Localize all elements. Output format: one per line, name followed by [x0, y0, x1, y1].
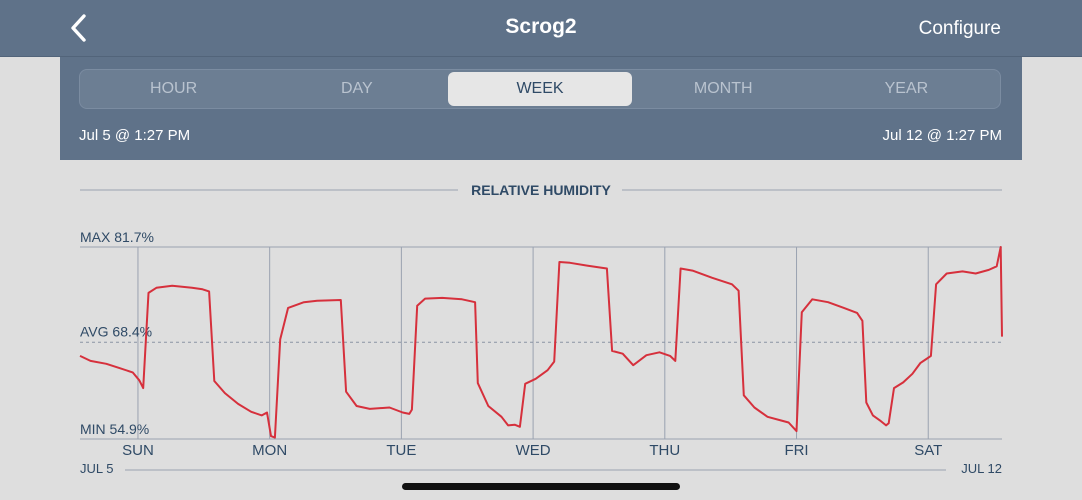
- date-end: JUL 12: [961, 461, 1002, 476]
- range-panel: HOUR DAY WEEK MONTH YEAR Jul 5 @ 1:27 PM…: [60, 57, 1022, 160]
- nav-bar: Scrog2 Configure: [0, 0, 1082, 57]
- min-label: MIN 54.9%: [80, 421, 149, 437]
- day-tick-label: TUE: [386, 442, 416, 459]
- chart-title: RELATIVE HUMIDITY: [471, 182, 611, 198]
- day-tick-label: THU: [649, 442, 680, 459]
- range-end: Jul 12 @ 1:27 PM: [882, 127, 1002, 144]
- tab-day[interactable]: DAY: [340, 80, 373, 97]
- home-indicator: [402, 483, 680, 490]
- range-start: Jul 5 @ 1:27 PM: [79, 127, 191, 144]
- day-tick-label: SUN: [122, 442, 154, 459]
- configure-button[interactable]: Configure: [918, 18, 1001, 39]
- chart-svg: RELATIVE HUMIDITY MAX 81.7% AVG 68.4% MI…: [79, 182, 1003, 476]
- tab-year[interactable]: YEAR: [884, 80, 929, 97]
- grid: [137, 247, 929, 439]
- humidity-line: [79, 246, 1003, 439]
- tab-hour[interactable]: HOUR: [150, 80, 198, 97]
- max-label: MAX 81.7%: [80, 229, 154, 245]
- day-tick-labels: SUN MON TUE WED THU FRI SAT: [122, 442, 942, 459]
- page-title: Scrog2: [505, 15, 577, 38]
- day-tick-label: MON: [252, 442, 287, 459]
- day-tick-label: WED: [516, 442, 551, 459]
- avg-label: AVG 68.4%: [80, 323, 152, 339]
- time-range-tabs: HOUR DAY WEEK MONTH YEAR: [79, 69, 1001, 109]
- day-tick-label: FRI: [784, 442, 808, 459]
- tab-month[interactable]: MONTH: [693, 80, 753, 97]
- date-start: JUL 5: [80, 461, 113, 476]
- day-tick-label: SAT: [914, 442, 942, 459]
- back-button[interactable]: [62, 10, 98, 46]
- chevron-left-icon: [71, 14, 86, 42]
- humidity-chart: RELATIVE HUMIDITY MAX 81.7% AVG 68.4% MI…: [0, 160, 1082, 476]
- tab-week[interactable]: WEEK: [448, 72, 632, 106]
